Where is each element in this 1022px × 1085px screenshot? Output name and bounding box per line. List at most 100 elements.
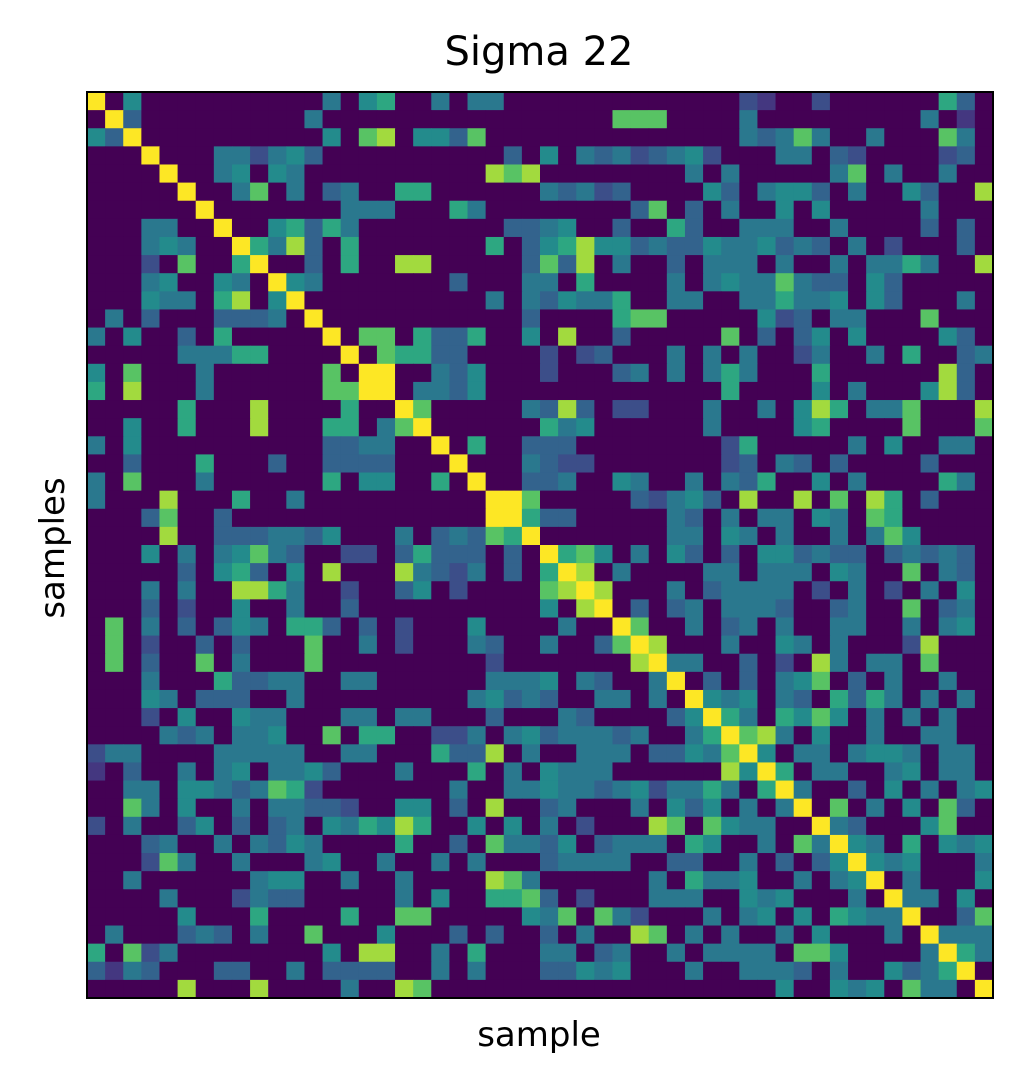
heatmap-cell [612, 943, 632, 963]
heatmap-cell [304, 635, 324, 655]
heatmap-cell [105, 309, 124, 329]
heatmap-cell [250, 798, 269, 818]
heatmap-cell [757, 363, 777, 383]
heatmap-cell [413, 762, 432, 782]
heatmap-cell [974, 345, 994, 365]
heatmap-cell [213, 834, 233, 854]
heatmap-cell [594, 182, 613, 202]
heatmap-cell [848, 400, 867, 419]
heatmap-cell [757, 689, 777, 709]
heatmap-cell [775, 291, 795, 310]
heatmap-cell [322, 708, 342, 727]
heatmap-cell [558, 182, 577, 202]
heatmap-cell [703, 762, 722, 782]
heatmap-cell [739, 943, 758, 963]
heatmap-cell [721, 581, 740, 600]
heatmap-cell [576, 545, 595, 564]
heatmap-cell [467, 182, 487, 202]
heatmap-cell [250, 671, 269, 691]
heatmap-cell [612, 581, 632, 600]
heatmap-cell [956, 418, 976, 437]
heatmap-cell [286, 653, 305, 673]
heatmap-cell [431, 671, 450, 691]
heatmap-cell [902, 581, 922, 600]
heatmap-cell [757, 236, 777, 256]
heatmap-cell [340, 834, 360, 854]
heatmap-cell [757, 291, 777, 310]
heatmap-cell [594, 653, 613, 673]
heatmap-cell [902, 345, 922, 365]
heatmap-cell [902, 635, 922, 655]
heatmap-cell [159, 418, 179, 437]
heatmap-cell [413, 961, 432, 981]
heatmap-cell [521, 834, 541, 854]
heatmap-cell [576, 943, 595, 963]
heatmap-cell [358, 744, 378, 763]
heatmap-cell [177, 689, 197, 709]
heatmap-cell [757, 871, 777, 890]
heatmap-cell [648, 436, 668, 455]
heatmap-cell [358, 889, 378, 908]
heatmap-cell [974, 327, 994, 347]
heatmap-cell [521, 943, 541, 963]
heatmap-cell [956, 236, 976, 256]
heatmap-cell [829, 164, 849, 184]
heatmap-cell [775, 780, 795, 800]
heatmap-cell [974, 363, 994, 383]
heatmap-cell [485, 128, 505, 147]
heatmap-cell [467, 563, 487, 582]
heatmap-cell [974, 798, 994, 818]
heatmap-cell [449, 671, 469, 691]
heatmap-cell [358, 381, 378, 401]
heatmap-cell [141, 110, 160, 129]
heatmap-cell [956, 816, 976, 836]
heatmap-cell [195, 345, 215, 365]
heatmap-cell [848, 291, 867, 310]
heatmap-cell [521, 508, 541, 528]
heatmap-cell [866, 236, 885, 256]
heatmap-cell [322, 92, 342, 111]
heatmap-cell [666, 418, 686, 437]
heatmap-cell [721, 273, 740, 292]
heatmap-cell [666, 726, 686, 745]
heatmap-cell [829, 726, 849, 745]
heatmap-cell [703, 653, 722, 673]
heatmap-cell [304, 291, 324, 310]
heatmap-cell [938, 943, 958, 963]
heatmap-cell [304, 472, 324, 492]
heatmap-cell [576, 200, 595, 220]
heatmap-cell [721, 255, 740, 274]
heatmap-cell [358, 617, 378, 637]
heatmap-cell [703, 164, 722, 184]
heatmap-cell [87, 635, 106, 655]
heatmap-cell [340, 146, 360, 165]
heatmap-cell [105, 581, 124, 600]
heatmap-cell [938, 381, 958, 401]
heatmap-cell [902, 599, 922, 618]
heatmap-cell [105, 508, 124, 528]
heatmap-cell [540, 744, 559, 763]
heatmap-cell [231, 345, 251, 365]
heatmap-cell [684, 545, 704, 564]
heatmap-cell [213, 400, 233, 419]
heatmap-cell [521, 744, 541, 763]
heatmap-cell [123, 236, 142, 256]
heatmap-cell [703, 871, 722, 890]
heatmap-cell [358, 635, 378, 655]
heatmap-cell [703, 961, 722, 981]
heatmap-cell [195, 744, 215, 763]
heatmap-cell [250, 110, 269, 129]
heatmap-cell [467, 671, 487, 691]
heatmap-cell [177, 726, 197, 745]
heatmap-cell [757, 726, 777, 745]
heatmap-cell [956, 128, 976, 147]
heatmap-cell [956, 291, 976, 310]
heatmap-cell [811, 309, 831, 329]
heatmap-cell [485, 599, 505, 618]
heatmap-cell [195, 92, 215, 111]
heatmap-cell [322, 182, 342, 202]
heatmap-cell [594, 834, 613, 854]
heatmap-cell [576, 363, 595, 383]
heatmap-cell [213, 381, 233, 401]
heatmap-cell [159, 871, 179, 890]
